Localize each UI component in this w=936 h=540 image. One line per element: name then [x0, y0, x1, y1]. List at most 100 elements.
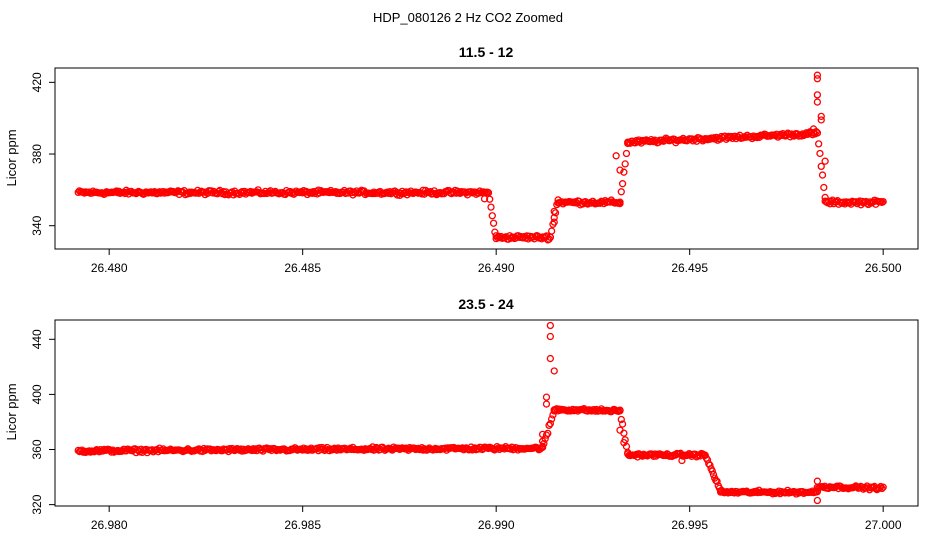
- data-point: [542, 393, 551, 401]
- data-point: [813, 477, 822, 485]
- data-point: [546, 332, 554, 341]
- data-point: [544, 429, 552, 438]
- data-point: [538, 430, 547, 439]
- data-point: [878, 484, 886, 493]
- data-point: [813, 91, 822, 99]
- data-point: [708, 467, 716, 475]
- data-point: [542, 400, 551, 408]
- data-point: [612, 152, 620, 160]
- data-point: [821, 157, 829, 165]
- data-points-bottom: [74, 321, 887, 505]
- x-tick-label: 26.985: [284, 518, 321, 532]
- data-point: [531, 232, 540, 241]
- data-point: [538, 437, 547, 445]
- data-point: [678, 456, 686, 465]
- chart-title-top: 11.5 - 12: [459, 44, 514, 60]
- x-axis-bottom: 26.980 26.985 26.990 26.995 27.000: [91, 505, 902, 532]
- data-point: [622, 149, 631, 158]
- data-point: [551, 209, 560, 217]
- data-point: [813, 71, 822, 79]
- data-point: [620, 438, 628, 447]
- data-point: [769, 490, 777, 498]
- x-tick-label: 26.995: [671, 518, 708, 532]
- data-point: [546, 420, 554, 428]
- y-tick-label: 340: [30, 215, 44, 235]
- y-axis-label-bottom: Licor ppm: [4, 383, 19, 440]
- data-point: [487, 203, 495, 211]
- data-point: [817, 112, 825, 121]
- data-point: [618, 420, 627, 428]
- x-axis-top: 26.480 26.485 26.490 26.495 26.500: [91, 248, 902, 275]
- data-point: [547, 227, 556, 235]
- chart-panel-bottom: 23.5 - 24 Licor ppm 26.980 26.985 26.990 26…: [4, 296, 919, 532]
- data-point: [813, 496, 822, 505]
- data-point: [813, 129, 822, 137]
- x-tick-label: 26.480: [91, 261, 128, 275]
- data-point: [591, 407, 599, 415]
- data-point: [709, 470, 718, 479]
- y-tick-label: 320: [30, 494, 44, 514]
- data-point: [813, 98, 822, 106]
- data-point: [778, 131, 786, 140]
- data-point: [818, 171, 827, 179]
- y-tick-label: 380: [30, 144, 44, 164]
- data-point: [616, 166, 624, 174]
- data-point: [546, 354, 554, 363]
- data-point: [816, 149, 824, 158]
- data-point: [617, 415, 625, 424]
- data-point: [820, 183, 828, 192]
- data-point: [550, 367, 558, 375]
- data-point: [616, 407, 624, 415]
- chart-title-bottom: 23.5 - 24: [458, 296, 513, 312]
- data-point: [879, 197, 887, 206]
- data-point: [621, 160, 629, 168]
- data-point: [308, 189, 316, 197]
- data-point: [686, 451, 695, 459]
- x-tick-label: 26.495: [671, 261, 708, 275]
- data-point: [542, 431, 551, 439]
- data-point: [545, 421, 553, 430]
- y-tick-label: 400: [30, 384, 44, 404]
- x-tick-label: 26.980: [91, 518, 128, 532]
- x-tick-label: 26.490: [478, 261, 515, 275]
- x-tick-label: 26.485: [284, 261, 321, 275]
- data-point: [550, 207, 558, 216]
- data-point: [550, 218, 558, 226]
- x-tick-label: 26.500: [865, 261, 902, 275]
- data-point: [618, 180, 627, 188]
- y-axis-label-top: Licor ppm: [4, 129, 19, 186]
- data-point: [815, 140, 823, 148]
- data-point: [486, 195, 494, 203]
- data-point: [419, 186, 427, 194]
- y-tick-label: 440: [30, 329, 44, 349]
- data-point: [484, 188, 493, 197]
- data-point: [795, 132, 803, 140]
- chart-panel-top: 11.5 - 12 Licor ppm 26.480 26.485 26.490 26…: [4, 44, 919, 275]
- x-tick-label: 27.000: [865, 518, 902, 532]
- data-point: [547, 415, 556, 423]
- data-points-top: [74, 71, 887, 244]
- data-point: [546, 321, 554, 330]
- plot-frame-bottom: [54, 319, 919, 507]
- data-point: [813, 75, 822, 83]
- data-point: [706, 461, 714, 469]
- data-point: [480, 195, 489, 203]
- y-tick-label: 420: [30, 72, 44, 92]
- data-point: [620, 168, 628, 176]
- data-point: [817, 162, 825, 171]
- x-tick-label: 26.990: [478, 518, 515, 532]
- data-point: [419, 446, 427, 454]
- y-tick-label: 360: [30, 439, 44, 459]
- data-point: [802, 129, 810, 137]
- data-point: [809, 125, 818, 133]
- data-point: [248, 446, 256, 455]
- data-point: [489, 219, 498, 227]
- plot-frame-top: [54, 67, 919, 250]
- data-point: [713, 477, 721, 486]
- figure-title: HDP_080126 2 Hz CO2 Zoomed: [373, 10, 563, 25]
- data-point: [617, 188, 625, 196]
- data-point: [879, 483, 887, 491]
- data-point: [817, 116, 825, 124]
- data-point: [616, 199, 624, 208]
